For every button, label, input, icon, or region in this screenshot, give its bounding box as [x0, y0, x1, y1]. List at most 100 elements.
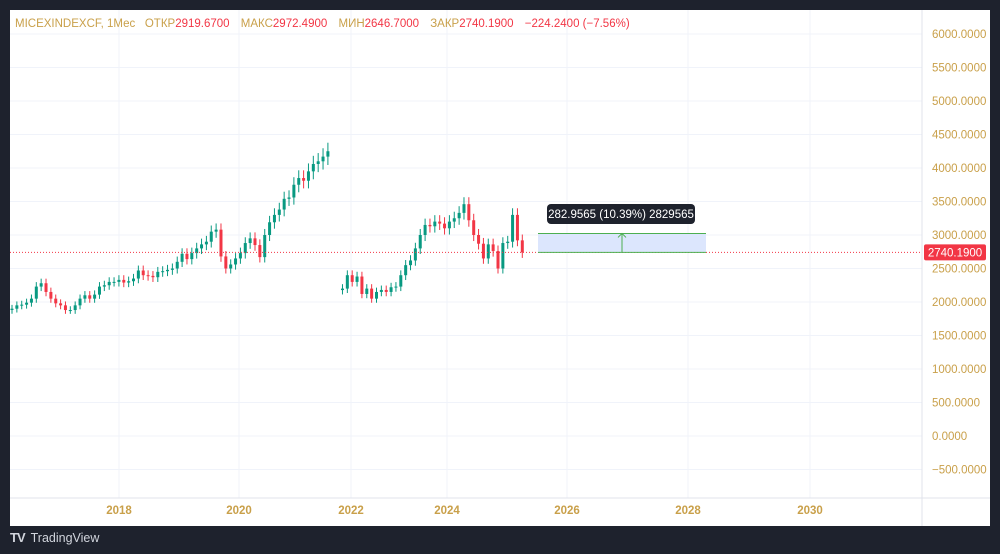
- candle-body: [360, 276, 364, 294]
- candle: [258, 239, 262, 263]
- candle-body: [117, 279, 121, 282]
- symbol-legend: MICEXINDEXCF, 1Мес ОТКР2919.6700 МАКС297…: [15, 18, 638, 30]
- candle: [73, 301, 77, 314]
- candle-body: [243, 243, 247, 254]
- candle: [141, 265, 145, 281]
- candle-body: [78, 298, 82, 306]
- candle-body: [409, 260, 413, 266]
- candle: [234, 253, 238, 270]
- x-tick-label: 2028: [675, 505, 701, 517]
- candle-body: [29, 298, 33, 303]
- candle-body: [272, 214, 276, 223]
- candle-body: [462, 204, 466, 213]
- candle-body: [10, 308, 14, 310]
- candle-body: [433, 221, 437, 227]
- candle: [350, 270, 354, 287]
- candle: [20, 300, 24, 310]
- candle-body: [379, 289, 383, 292]
- candle-body: [166, 269, 170, 272]
- candle-body: [180, 253, 184, 262]
- symbol-name[interactable]: MICEXINDEXCF, 1Мес: [15, 18, 136, 30]
- candle-body: [506, 241, 510, 244]
- candle-body: [170, 268, 174, 270]
- candle-body: [438, 221, 442, 224]
- candle: [185, 248, 189, 265]
- candle: [93, 290, 97, 303]
- low-value: 2646.7000: [364, 18, 420, 30]
- candle: [486, 238, 490, 264]
- candle: [394, 282, 398, 292]
- candle-body: [399, 275, 403, 287]
- y-tick-label: 5500.0000: [932, 63, 986, 75]
- candle: [39, 278, 43, 292]
- candle-body: [234, 258, 238, 265]
- y-tick-label: 0.0000: [932, 431, 967, 443]
- candle: [166, 264, 170, 277]
- y-tick-label: 4000.0000: [932, 163, 986, 175]
- candle: [204, 235, 208, 251]
- price-chart[interactable]: 6000.0000 5500.0000 5000.0000 4500.0000 4000…: [10, 10, 990, 526]
- candle: [287, 190, 291, 206]
- candle-body: [146, 275, 150, 277]
- candle-body: [263, 235, 267, 258]
- candle-body: [112, 281, 116, 283]
- candle-body: [375, 291, 378, 299]
- candle: [112, 277, 116, 287]
- candle: [316, 153, 320, 173]
- candle: [219, 223, 223, 262]
- tradingview-logo[interactable]: TV TradingView: [10, 530, 99, 545]
- candle: [292, 177, 296, 205]
- candle: [423, 218, 427, 242]
- candle-body: [107, 281, 111, 286]
- candle: [520, 234, 524, 258]
- candle: [161, 266, 165, 277]
- candle: [447, 215, 451, 235]
- x-tick-label: 2020: [226, 505, 252, 517]
- candle: [44, 278, 48, 297]
- candle: [389, 282, 393, 297]
- candle: [404, 260, 408, 281]
- candle: [117, 275, 121, 287]
- candle-body: [83, 295, 87, 299]
- chart-panel[interactable]: 6000.0000 5500.0000 5000.0000 4500.0000 4000…: [10, 10, 990, 526]
- candle-body: [345, 275, 349, 289]
- candle: [10, 304, 14, 314]
- arrow-up-icon: [617, 232, 627, 238]
- candle: [375, 287, 378, 303]
- candle-body: [224, 256, 228, 269]
- candle: [506, 235, 510, 249]
- candle-body: [326, 151, 330, 157]
- candle-body: [443, 223, 447, 229]
- candle-body: [515, 214, 519, 241]
- candle-body: [486, 244, 490, 259]
- candle-body: [63, 305, 67, 311]
- x-tick-label: 2030: [797, 505, 823, 517]
- candle-body: [238, 253, 242, 259]
- candle-body: [209, 231, 213, 242]
- close-value: 2740.1900: [459, 18, 514, 30]
- candle: [277, 202, 281, 222]
- candle: [409, 255, 413, 271]
- candle: [175, 256, 179, 274]
- candle: [170, 263, 174, 275]
- candle-body: [258, 245, 262, 258]
- candle: [136, 265, 140, 284]
- candle-body: [481, 243, 485, 259]
- candle-body: [136, 270, 140, 279]
- open-value: 2919.6700: [175, 18, 230, 30]
- candle: [467, 197, 471, 227]
- brand-name: TradingView: [30, 530, 100, 545]
- candle: [156, 266, 160, 282]
- candle-body: [316, 161, 320, 164]
- candle: [214, 223, 218, 238]
- candle-body: [277, 209, 281, 215]
- low-label: МИН: [338, 18, 365, 30]
- candle-body: [49, 291, 53, 299]
- candle-body: [54, 298, 58, 304]
- candle: [384, 285, 388, 297]
- x-tick-label: 2022: [338, 505, 364, 517]
- candle-body: [302, 178, 306, 181]
- candle: [29, 294, 33, 307]
- candle: [49, 287, 53, 303]
- candle: [496, 245, 500, 274]
